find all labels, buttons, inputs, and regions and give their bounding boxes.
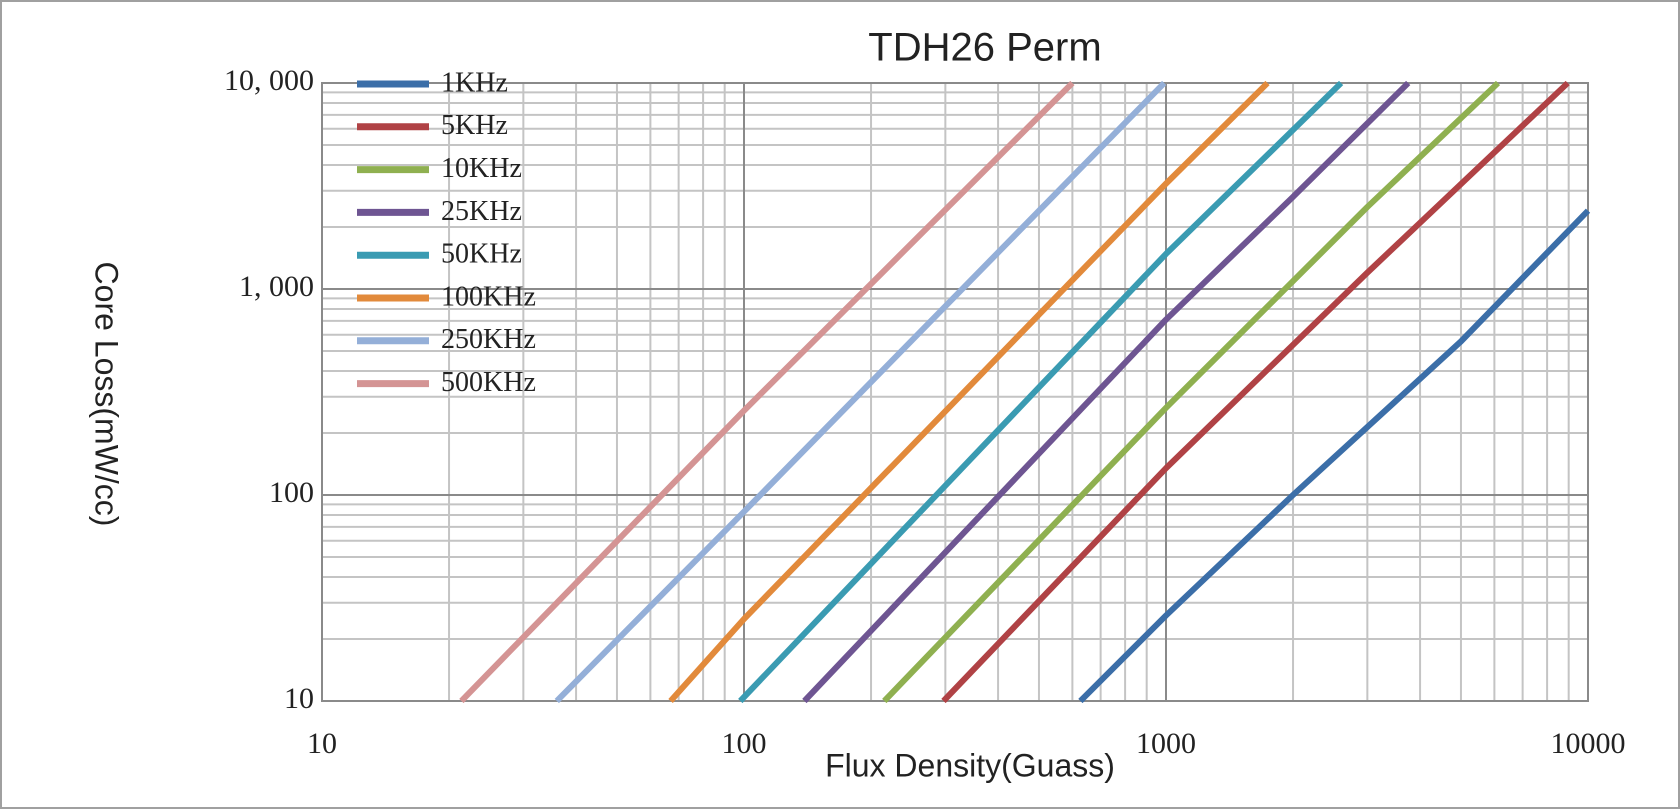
legend-label: 500KHz <box>441 367 536 398</box>
legend-label: 5KHz <box>441 110 508 141</box>
series-line <box>1078 208 1591 704</box>
series-line <box>668 80 1270 704</box>
legend-label: 50KHz <box>441 239 522 270</box>
legend-label: 100KHz <box>441 281 536 312</box>
series-line <box>802 80 1411 704</box>
series-line <box>459 80 1075 704</box>
y-tick-label: 1, 000 <box>239 270 314 303</box>
legend-label: 25KHz <box>441 196 522 227</box>
plot-border <box>321 82 1589 702</box>
y-tick-label: 10, 000 <box>224 64 314 97</box>
x-axis-label: Flux Density(Guass) <box>825 747 1115 783</box>
series-line <box>738 80 1344 704</box>
legend-label: 1KHz <box>441 67 508 98</box>
y-tick-label: 10 <box>284 682 314 715</box>
legend-label: 250KHz <box>441 324 536 355</box>
series-line <box>882 80 1501 704</box>
x-tick-label: 100 <box>722 727 767 760</box>
x-tick-label: 1000 <box>1136 727 1196 760</box>
x-tick-label: 10000 <box>1551 727 1626 760</box>
y-tick-label: 100 <box>269 476 314 509</box>
y-axis-label: Core Loss(mW/cc) <box>89 262 125 527</box>
series-line <box>554 80 1167 704</box>
series-line <box>941 80 1570 704</box>
legend-label: 10KHz <box>441 153 522 184</box>
chart-title: TDH26 Perm <box>868 26 1101 70</box>
x-tick-label: 10 <box>307 727 337 760</box>
